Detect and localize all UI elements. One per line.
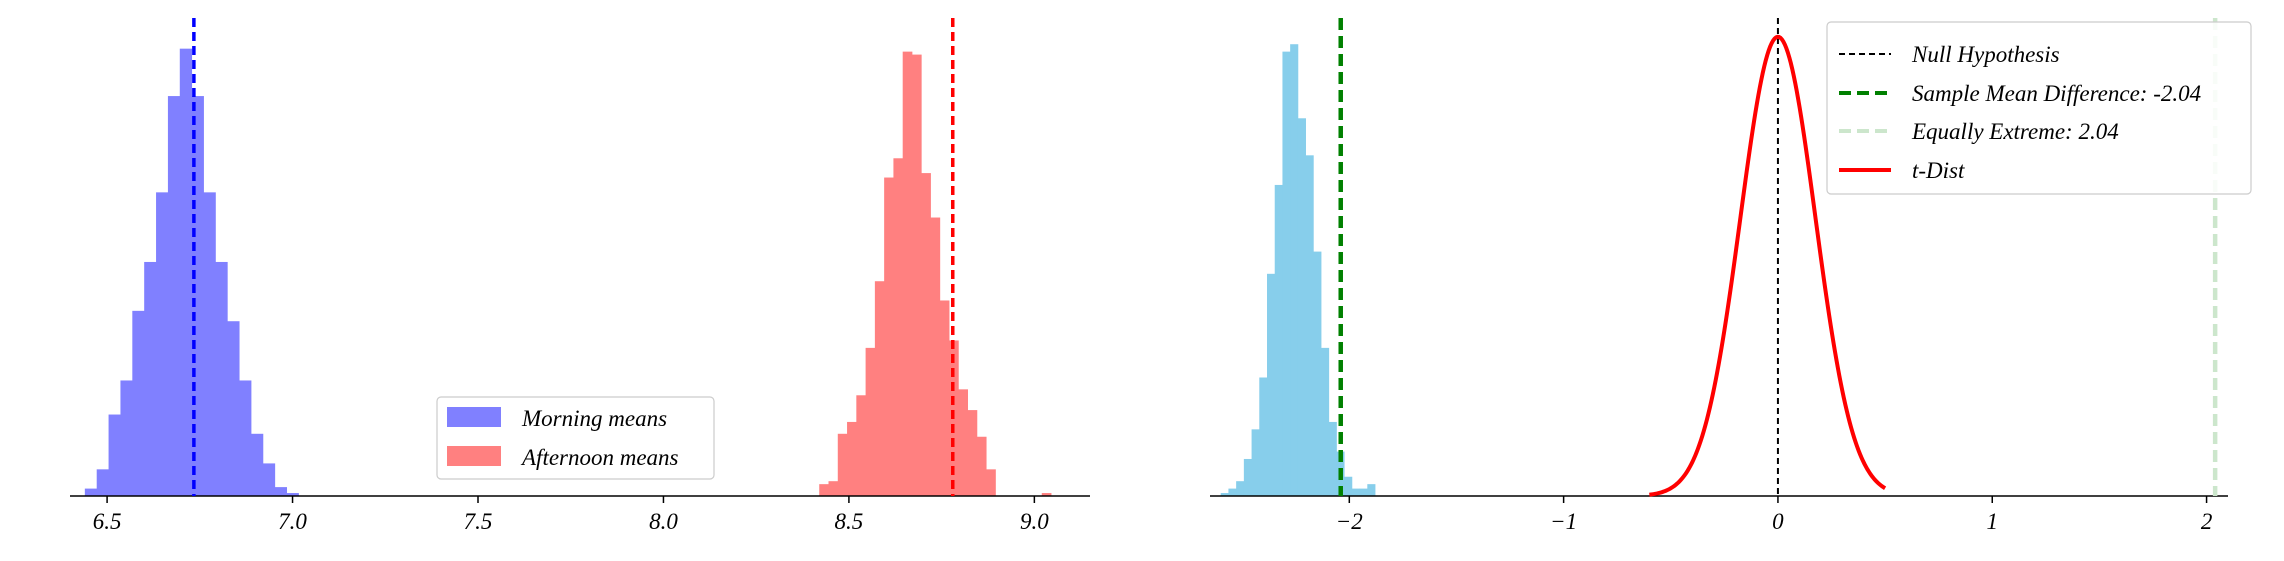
morning-bar [191, 96, 204, 496]
morning-bar [132, 310, 145, 496]
difference-bar [1321, 347, 1330, 496]
afternoon-bar [921, 173, 931, 496]
difference-bar [1259, 377, 1268, 496]
right-x-tick-label: 2 [2201, 509, 2213, 534]
afternoon-bar [837, 433, 848, 496]
legend-label-afternoon: Afternoon means [520, 445, 679, 470]
afternoon-bar [884, 177, 894, 496]
left-x-tick-label: 7.5 [464, 509, 493, 534]
difference-bar [1236, 481, 1245, 496]
morning-bar [262, 463, 276, 496]
difference-bar [1267, 273, 1276, 496]
right-x-tick-label: −2 [1336, 509, 1363, 534]
left-x-tick-label: 6.5 [93, 509, 122, 534]
difference-bar [1243, 458, 1252, 496]
difference-bar [1367, 484, 1376, 496]
left-x-ticks: 6.5 7.0 7.5 8.0 8.5 9.0 [93, 496, 1049, 534]
right-x-tick-label: −1 [1550, 509, 1577, 534]
difference-bar [1351, 488, 1360, 496]
left-legend-frame [436, 396, 715, 480]
difference-bar [1313, 251, 1322, 496]
difference-bar [1282, 51, 1291, 496]
legend-label-null: Null Hypothesis [1911, 42, 2060, 67]
left-x-tick-label: 7.0 [278, 509, 307, 534]
afternoon-bar [976, 436, 987, 496]
left-mean-lines [192, 18, 955, 496]
legend-label-sample: Sample Mean Difference: -2.04 [1912, 81, 2201, 106]
right-x-tick-label: 1 [1987, 509, 1999, 534]
morning-bar [179, 48, 193, 496]
difference-bar [1220, 493, 1229, 496]
left-x-tick-label: 9.0 [1020, 509, 1049, 534]
morning-bar [274, 487, 288, 496]
afternoon-bar [893, 158, 904, 496]
legend-label-morning: Morning means [521, 406, 667, 431]
afternoon-bar [819, 484, 829, 496]
afternoon-bar [986, 469, 996, 496]
difference-bar [1344, 476, 1353, 496]
afternoon-bar [856, 395, 866, 496]
afternoon-bar [967, 410, 978, 496]
afternoon-bar [911, 54, 922, 497]
morning-bar [215, 261, 228, 496]
right-legend-frame [1826, 21, 2252, 195]
morning-bar [239, 380, 252, 496]
left-legend: Morning means Afternoon means [436, 396, 715, 480]
difference-bar [1274, 184, 1283, 496]
morning-bar [156, 192, 169, 496]
right-x-tick-label: 0 [1772, 509, 1784, 534]
difference-bar [1251, 429, 1260, 496]
left-x-tick-label: 8.0 [649, 509, 678, 534]
morning-bar [203, 192, 216, 496]
afternoon-bar [930, 217, 941, 496]
difference-bar [1328, 421, 1337, 496]
morning-bar [84, 488, 98, 496]
left-histogram-bars [84, 48, 1052, 497]
morning-bar [251, 433, 264, 496]
legend-label-tdist: t-Dist [1912, 158, 1965, 183]
legend-label-extreme: Equally Extreme: 2.04 [1911, 119, 2119, 144]
afternoon-bar [865, 347, 876, 496]
afternoon-bar [874, 281, 885, 496]
difference-bar [1290, 44, 1299, 496]
afternoon-bar [847, 421, 857, 496]
morning-bar [227, 321, 240, 496]
morning-bar [108, 414, 121, 496]
right-histogram-bars [1220, 44, 1376, 496]
difference-bar [1359, 488, 1368, 496]
t-dist-curve [1649, 34, 1887, 497]
right-panel: −2 −1 0 1 2 Null Hypothesis Sample Mean Diff… [1210, 18, 2252, 534]
morning-bar [167, 96, 181, 496]
afternoon-bar [939, 300, 950, 496]
afternoon-bar [1041, 493, 1052, 496]
legend-swatch-afternoon [447, 446, 501, 466]
morning-bar [120, 380, 133, 496]
afternoon-bar [902, 51, 913, 496]
afternoon-bar [828, 481, 839, 496]
difference-bar [1305, 155, 1314, 496]
difference-bar [1228, 488, 1237, 496]
left-x-tick-label: 8.5 [835, 509, 864, 534]
morning-bar [96, 469, 109, 496]
right-legend: Null Hypothesis Sample Mean Difference: … [1826, 21, 2252, 195]
right-x-ticks: −2 −1 0 1 2 [1336, 496, 2213, 534]
legend-swatch-morning [447, 407, 501, 427]
morning-bar [286, 493, 299, 496]
morning-bar [144, 261, 157, 496]
afternoon-bar [958, 389, 968, 496]
left-panel: 6.5 7.0 7.5 8.0 8.5 9.0 Morning means Afterno… [70, 18, 1090, 534]
difference-bar [1297, 118, 1306, 496]
